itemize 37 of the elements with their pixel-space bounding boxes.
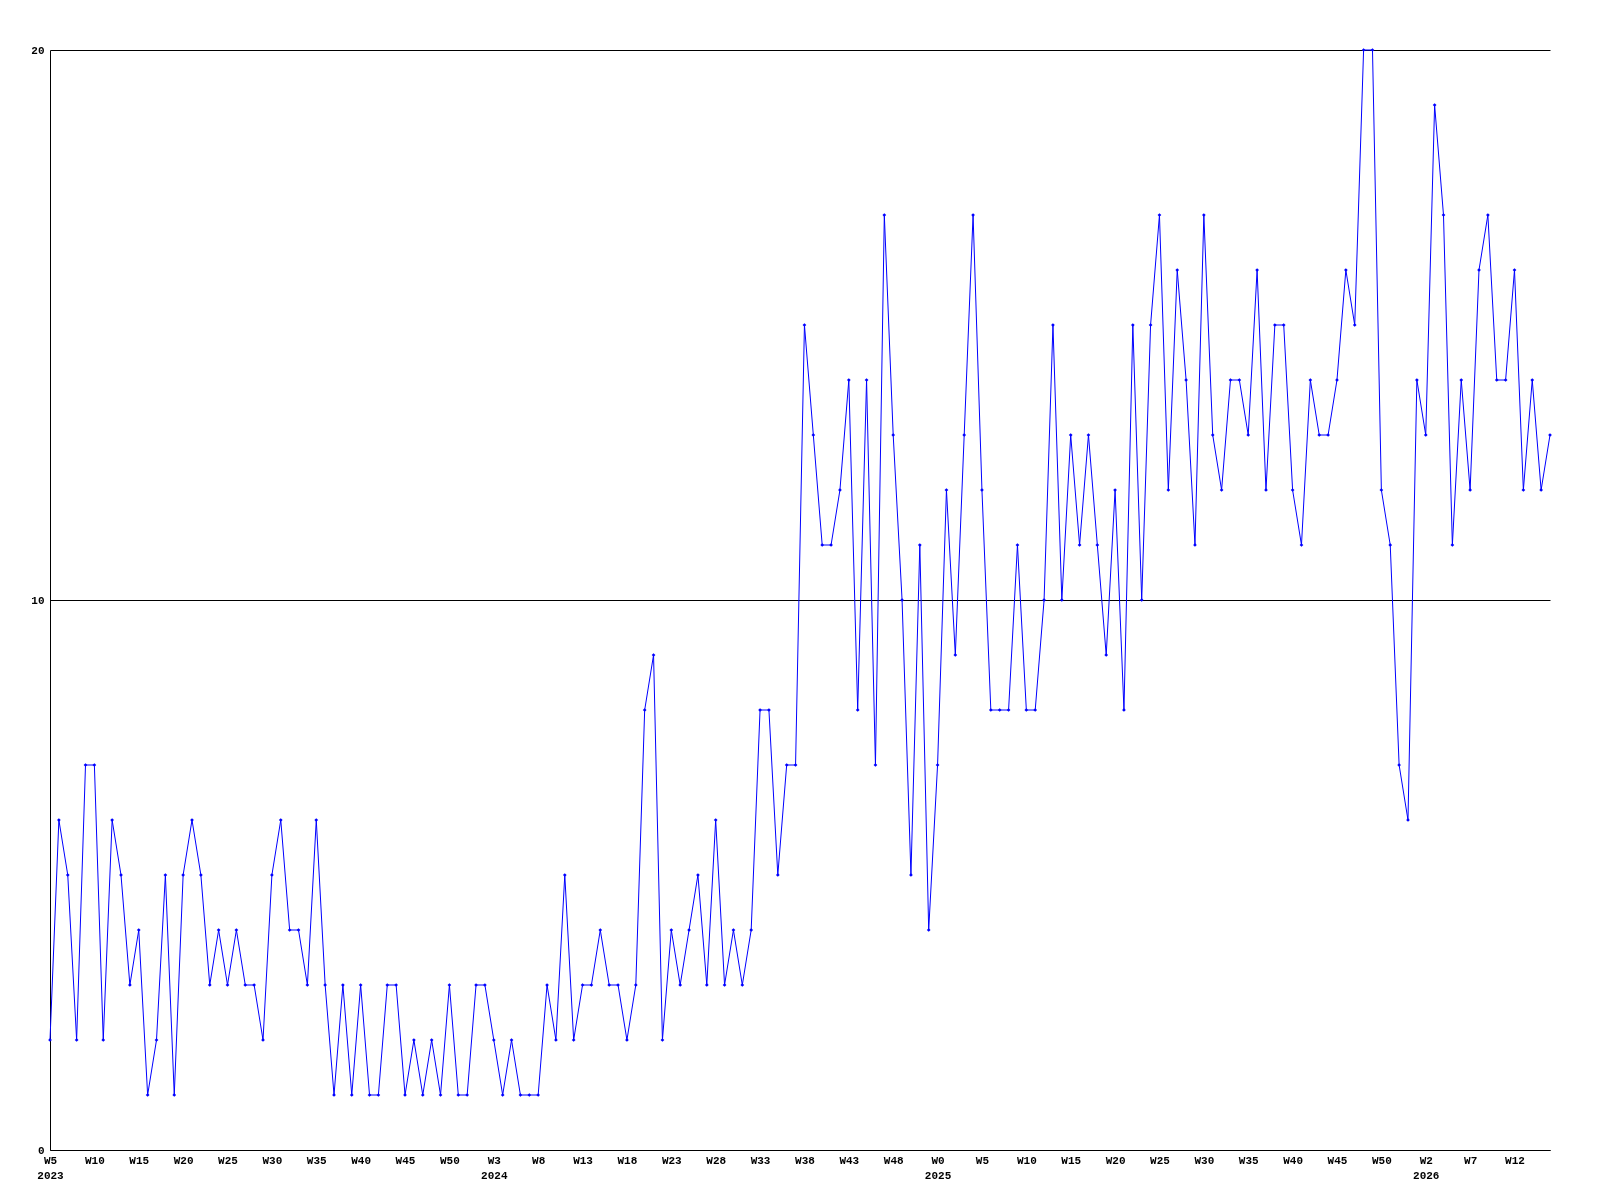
x-tick-label: W50 (1371, 1154, 1392, 1167)
y-tick-label: 0 (37, 1144, 45, 1157)
x-tick-label: W18 (617, 1154, 638, 1167)
x-tick-label: W23 (661, 1154, 683, 1167)
y-tick-label: 10 (31, 594, 45, 607)
x-tick-label: W35 (306, 1154, 328, 1167)
x-tick-label: W35 (1238, 1154, 1260, 1167)
x-tick-label: W50 (440, 1154, 460, 1167)
x-tick-label: W38 (795, 1154, 816, 1167)
x-tick-label: W40 (1283, 1154, 1304, 1167)
x-tick-label: W30 (262, 1154, 283, 1167)
x-tick-label: W8 (532, 1154, 546, 1167)
x-tick-label: W20 (173, 1154, 194, 1167)
x-tick-label: W33 (750, 1154, 771, 1167)
x-tick-label: W3 2024 (481, 1154, 508, 1182)
x-tick-label: W12 (1505, 1154, 1525, 1167)
x-tick-label: W25 (1150, 1154, 1171, 1167)
x-tick-label: W10 (1016, 1154, 1037, 1167)
x-tick-label: W20 (1105, 1154, 1126, 1167)
x-tick-label: W5 2023 (37, 1154, 65, 1182)
x-tick-label: W15 (1061, 1154, 1082, 1167)
x-tick-label: W10 (84, 1154, 105, 1167)
x-tick-label: W2 2026 (1413, 1154, 1440, 1182)
x-tick-label: W5 (975, 1154, 990, 1167)
x-tick-label: W48 (883, 1154, 904, 1167)
x-tick-label: W13 (573, 1154, 594, 1167)
x-tick-label: W43 (839, 1154, 860, 1167)
x-tick-label: W30 (1194, 1154, 1215, 1167)
x-tick-label: W40 (351, 1154, 372, 1167)
x-tick-label: W25 (218, 1154, 239, 1167)
x-tick-label: W45 (1327, 1154, 1348, 1167)
x-tick-label: W28 (706, 1154, 727, 1167)
y-tick-label: 20 (31, 44, 45, 57)
x-tick-label: W15 (129, 1154, 150, 1167)
x-tick-label: W0 2025 (924, 1154, 952, 1182)
x-tick-label: W45 (395, 1154, 416, 1167)
x-tick-label: W7 (1464, 1154, 1478, 1167)
